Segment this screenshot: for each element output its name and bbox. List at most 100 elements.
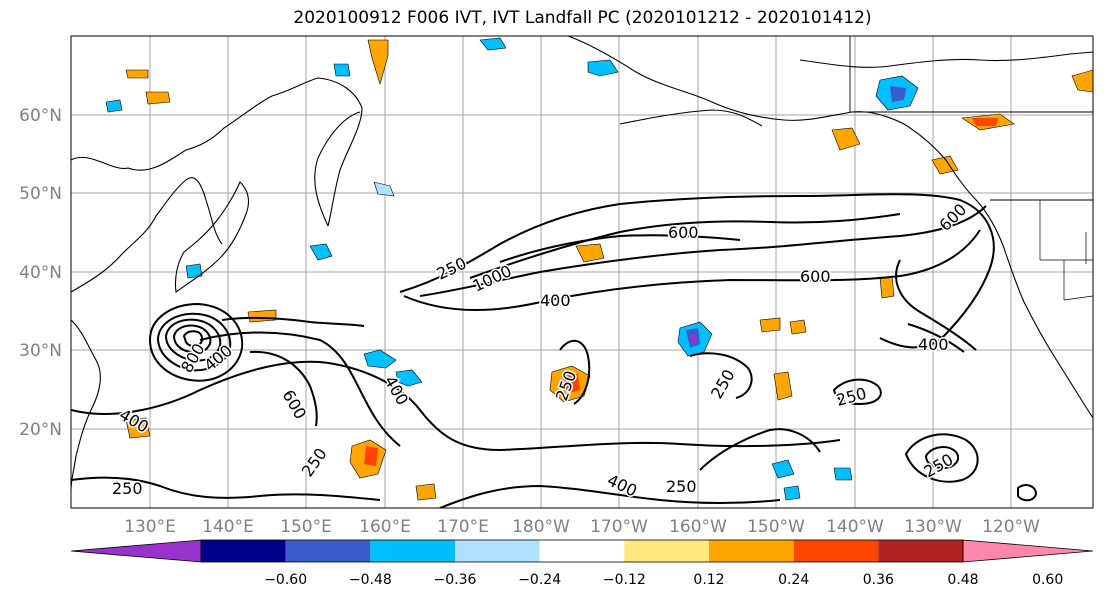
colorbar-segment — [285, 540, 371, 562]
ivt-contour-250-ring-inner — [924, 446, 960, 470]
neg-anomaly-blob — [833, 467, 853, 481]
neg-anomaly-blob — [890, 86, 906, 102]
colorbar-tick-label: −0.36 — [434, 572, 477, 588]
ivt-contour-250-jet — [399, 193, 995, 349]
colorbar-tick-label: 0.48 — [947, 572, 978, 588]
longitude-label: 120°W — [982, 517, 1040, 537]
colorbar-tick-label: −0.24 — [518, 572, 561, 588]
pos-anomaly-blob — [879, 275, 895, 299]
colorbar-segment — [709, 540, 794, 562]
pos-anomaly-blob — [415, 483, 437, 501]
ivt-contour-250-east — [895, 259, 977, 351]
ivt-contour-250-mid — [832, 378, 882, 406]
colorbar-frame — [200, 539, 964, 563]
longitude-label: 140°W — [826, 517, 884, 537]
alaska-coastline — [567, 36, 979, 203]
neg-anomaly-blob — [771, 459, 795, 479]
ivt-contour-small — [1017, 484, 1038, 502]
colorbar-segment — [624, 540, 709, 562]
longitude-label: 130°E — [124, 517, 176, 537]
ivt-contour-400-east — [907, 323, 965, 353]
colorbar-segment — [878, 540, 963, 562]
pos-anomaly-blob — [247, 309, 277, 323]
colorbar-segment — [539, 540, 625, 562]
pc-shading — [105, 37, 1093, 501]
colorbar-tick-label: −0.60 — [264, 572, 307, 588]
neg-anomaly-blob — [185, 263, 203, 279]
longitude-label: 170°E — [437, 517, 489, 537]
longitude-label: 140°E — [202, 517, 254, 537]
ivt-contour-250-lower — [71, 476, 381, 501]
map-frame — [70, 35, 1094, 509]
aleutian-chain — [619, 109, 763, 127]
pos-anomaly-blob — [125, 417, 151, 439]
contour-label: 400 — [918, 335, 949, 354]
colorbar-tick-labels: −0.60 −0.48 −0.36 −0.24 −0.12 0.12 0.24 0.36 0.4… — [264, 572, 1063, 588]
canada-border — [849, 36, 1093, 113]
kamchatka-coastline — [314, 111, 361, 227]
longitude-label: 180°W — [512, 517, 570, 537]
colorbar-tick-label: 0.60 — [1032, 572, 1063, 588]
ivt-contours — [71, 193, 1038, 508]
ivt-cyclone-outer — [148, 302, 244, 382]
colorbar-tick-label: 0.36 — [863, 572, 894, 588]
pos-anomaly-blob — [125, 69, 149, 79]
longitude-label: 160°W — [669, 517, 727, 537]
pos-anomaly-blob — [1071, 69, 1093, 93]
contour-label: 250 — [112, 479, 143, 498]
arctic-coastline — [799, 51, 1093, 68]
neg-anomaly-blob — [333, 63, 351, 77]
pos-anomaly-blob — [773, 371, 793, 401]
latitude-label: 20°N — [19, 420, 62, 440]
neg-anomaly-blob — [479, 37, 507, 51]
ivt-contour-400-south — [199, 331, 401, 447]
pos-anomaly-blob — [789, 319, 807, 335]
neg-anomaly-blob — [587, 59, 619, 77]
ivt-contour-jet-return — [403, 229, 981, 311]
longitude-label: 150°E — [280, 517, 332, 537]
ivt-contour-600-jet — [469, 213, 901, 279]
ivt-contour-250-ring — [904, 433, 979, 483]
map-title: 2020100912 F006 IVT, IVT Landfall PC (20… — [293, 8, 872, 28]
pos-anomaly-blob — [367, 39, 389, 86]
pos-anomaly-blob — [831, 127, 861, 151]
ivt-contour-400-jet — [419, 205, 987, 297]
longitude-label: 150°W — [747, 517, 805, 537]
colorbar-extend-min — [70, 539, 202, 563]
ivt-cyclone-ring-2 — [156, 312, 232, 372]
ivt-contour-800-jet — [499, 234, 741, 263]
contour-label: 600 — [800, 267, 831, 286]
longitude-label: 130°W — [904, 517, 962, 537]
china-coastline — [71, 319, 101, 491]
latitude-label: 30°N — [19, 341, 62, 361]
colorbar-segment — [793, 540, 879, 562]
pos-anomaly-blob — [759, 317, 781, 333]
pos-anomaly-blob — [972, 118, 998, 126]
longitude-labels: 130°E 140°E 150°E 160°E 170°E 180°W 170°W 160°W… — [124, 517, 1040, 537]
ivt-contour-600-south — [249, 350, 318, 427]
ivt-cyclone-ring-3 — [164, 318, 222, 362]
pos-anomaly-blob — [145, 91, 171, 105]
neg-anomaly-blob — [363, 349, 397, 369]
colorbar-segment — [370, 540, 455, 562]
neg-anomaly-blob — [105, 99, 123, 113]
coastlines — [71, 36, 1093, 491]
colorbar-tick-label: 0.12 — [693, 572, 724, 588]
ivt-contour-400-lower — [439, 484, 781, 508]
colorbar-tick-label: −0.12 — [603, 572, 646, 588]
ivt-contour-250-south — [71, 360, 841, 452]
state-borders — [1039, 200, 1093, 301]
contour-label: 600 — [668, 223, 699, 242]
latitude-label: 40°N — [19, 263, 62, 283]
colorbar — [70, 539, 1094, 563]
ivt-cyclone-ring-4 — [172, 324, 212, 354]
asia-coastline — [71, 77, 363, 227]
pos-anomaly-blob — [364, 446, 378, 466]
ivt-contour-250-hawaii — [689, 352, 753, 399]
pos-anomaly-blob — [562, 374, 580, 394]
colorbar-segment — [455, 540, 540, 562]
ivt-contour-250-se — [699, 428, 821, 471]
latitude-label: 50°N — [19, 184, 62, 204]
ivt-cyclone-arm — [221, 316, 365, 327]
